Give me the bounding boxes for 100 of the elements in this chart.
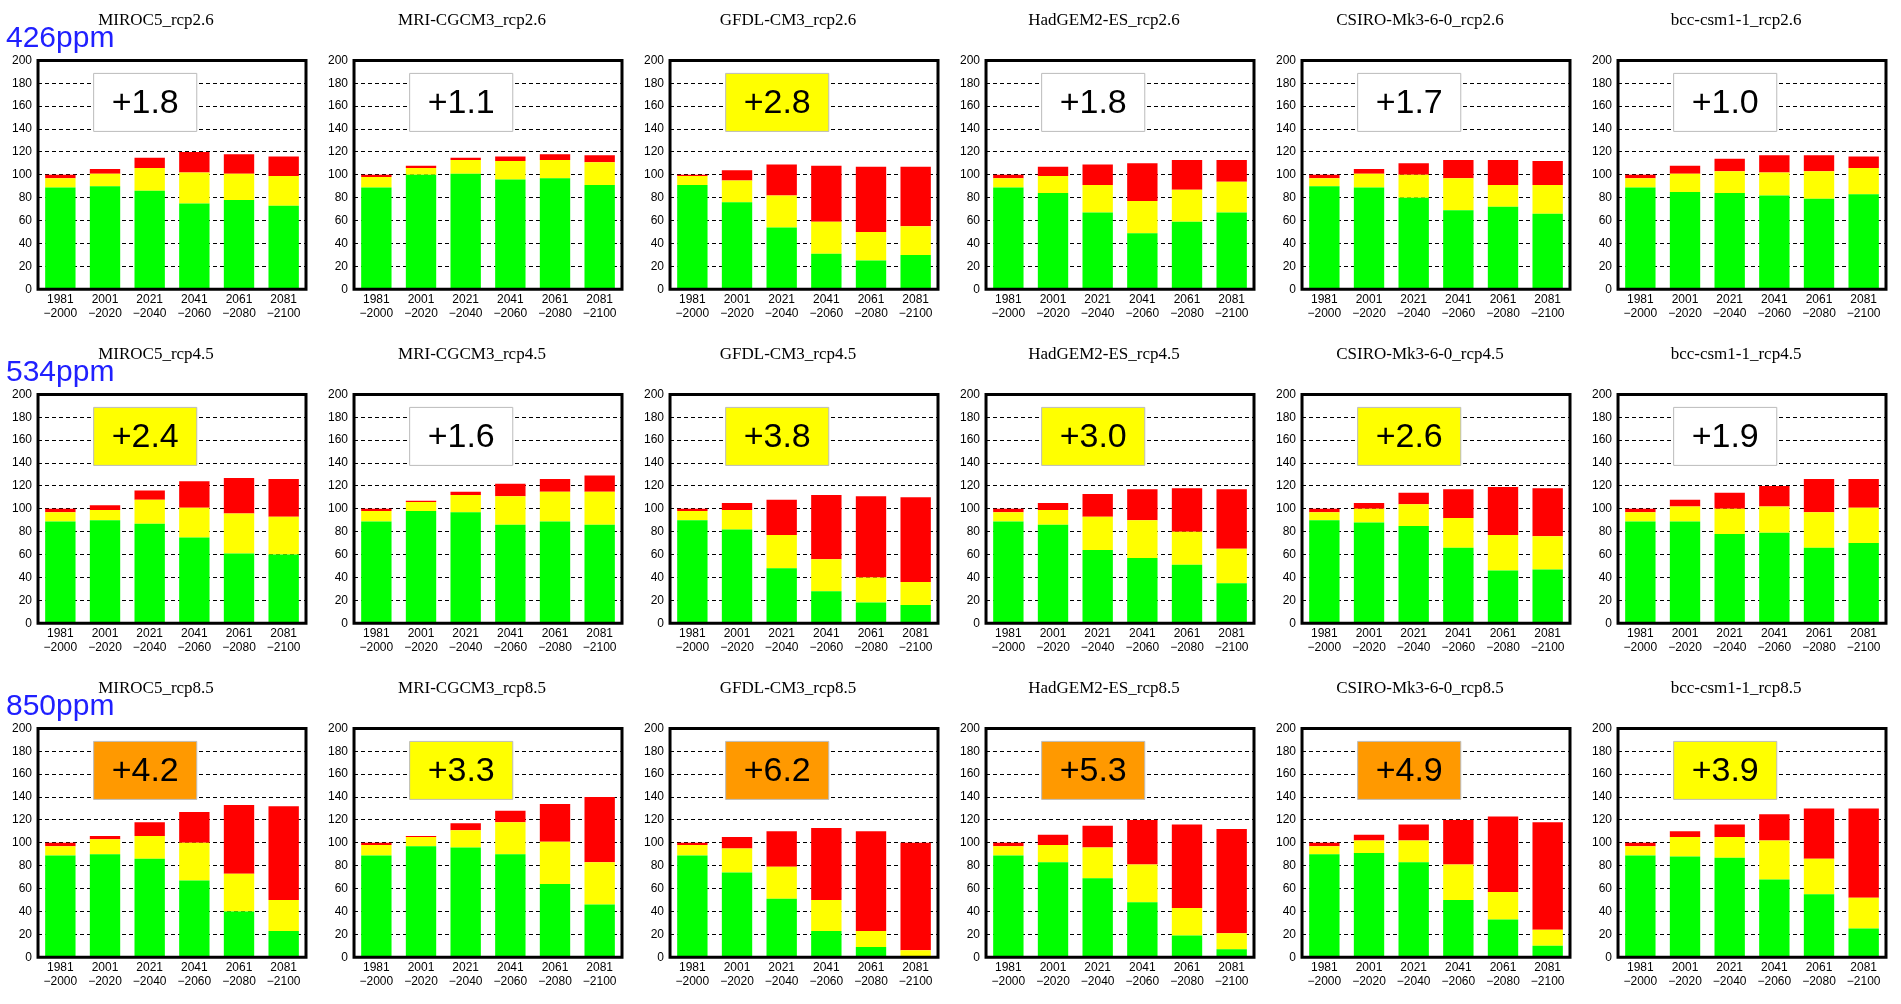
- bar: [539, 159, 571, 179]
- bar: [1803, 171, 1835, 199]
- x-tick-label: 2001 −2020: [1352, 625, 1387, 655]
- x-tick-label: 2041 −2060: [1441, 291, 1476, 321]
- y-tick-label: 20: [18, 926, 33, 941]
- y-tick-label: 60: [334, 546, 349, 561]
- y-tick-label: 100: [1591, 167, 1613, 182]
- x-tick-label: 2001 −2020: [1036, 625, 1071, 655]
- bar: [993, 521, 1024, 623]
- y-tick-label: 140: [959, 121, 981, 136]
- bar: [45, 187, 76, 289]
- y-tick-label: 100: [11, 835, 33, 850]
- x-tick-label: 2021 −2040: [1080, 291, 1115, 321]
- bar: [45, 178, 76, 188]
- y-tick-label: 40: [334, 569, 349, 584]
- bar: [1309, 846, 1340, 855]
- y-tick-label: 160: [11, 98, 33, 113]
- bar: [1216, 159, 1247, 182]
- y-tick-label: 120: [643, 812, 665, 827]
- y-tick-label: 140: [959, 455, 981, 470]
- bar: [1487, 919, 1519, 957]
- x-tick-label: 2061 −2080: [222, 625, 257, 655]
- bar: [1443, 489, 1474, 518]
- y-tick-label: 140: [1591, 455, 1613, 470]
- x-tick-label: 2041 −2060: [493, 291, 528, 321]
- bar: [766, 866, 797, 899]
- y-tick-label: 0: [341, 949, 349, 964]
- x-tick-label: 2041 −2060: [1757, 625, 1792, 655]
- bar: [766, 568, 797, 623]
- y-tick-label: 0: [1605, 281, 1613, 296]
- bar: [1082, 516, 1113, 550]
- bar: [1171, 564, 1203, 623]
- y-tick-label: 20: [650, 926, 665, 941]
- x-tick-label: 2041 −2060: [1757, 291, 1792, 321]
- y-tick-label: 100: [327, 501, 349, 516]
- bar: [1532, 569, 1563, 623]
- x-tick-label: 2081 −2100: [1214, 625, 1249, 655]
- bar: [1669, 837, 1701, 857]
- y-tick-label: 100: [327, 835, 349, 850]
- y-tick-label: 0: [25, 615, 33, 630]
- y-tick-label: 60: [18, 546, 33, 561]
- y-tick-label: 20: [650, 592, 665, 607]
- annotation: +1.8: [1059, 81, 1127, 120]
- y-tick-label: 40: [1598, 235, 1613, 250]
- chart-title: MIROC5_rcp2.6: [98, 9, 214, 29]
- y-tick-label: 200: [959, 52, 981, 67]
- bar: [1714, 158, 1745, 172]
- bar: [677, 185, 708, 289]
- y-tick-label: 200: [959, 720, 981, 735]
- annotation: +5.3: [1059, 749, 1127, 788]
- x-tick-label: 1981 −2000: [359, 959, 394, 989]
- bar: [1759, 814, 1790, 841]
- bar: [855, 946, 887, 957]
- x-tick-label: 2001 −2020: [88, 625, 123, 655]
- bar: [1353, 853, 1385, 957]
- annotation: +3.8: [743, 415, 811, 454]
- x-tick-label: 2021 −2040: [448, 959, 483, 989]
- chart-title: GFDL-CM3_rcp4.5: [719, 343, 857, 363]
- bar: [495, 822, 526, 855]
- y-tick-label: 40: [1598, 569, 1613, 584]
- y-tick-label: 100: [1275, 167, 1297, 182]
- bar: [223, 911, 255, 957]
- bar: [677, 845, 708, 856]
- bar: [1127, 201, 1158, 234]
- x-tick-label: 1981 −2000: [991, 959, 1026, 989]
- chart-title: CSIRO-Mk3-6-0_rcp8.5: [1336, 677, 1504, 697]
- bar: [45, 512, 76, 522]
- bar: [89, 169, 121, 174]
- y-tick-label: 60: [1598, 880, 1613, 895]
- chart-title: MRI-CGCM3_rcp4.5: [398, 343, 546, 363]
- y-tick-label: 120: [1275, 478, 1297, 493]
- bar: [1353, 522, 1385, 623]
- x-tick-label: 2081 −2100: [1846, 291, 1881, 321]
- bar: [1487, 487, 1519, 536]
- bar: [1803, 198, 1835, 289]
- y-tick-label: 160: [1591, 432, 1613, 447]
- y-tick-label: 0: [973, 281, 981, 296]
- y-tick-label: 200: [327, 720, 349, 735]
- x-tick-label: 2061 −2080: [854, 291, 889, 321]
- x-tick-label: 2061 −2080: [1802, 959, 1837, 989]
- bar: [1037, 509, 1069, 525]
- y-tick-label: 200: [1275, 386, 1297, 401]
- y-tick-label: 20: [1282, 258, 1297, 273]
- x-tick-label: 1981 −2000: [991, 291, 1026, 321]
- bar: [584, 162, 615, 186]
- bar: [1398, 163, 1429, 175]
- y-tick-label: 0: [341, 615, 349, 630]
- y-tick-label: 160: [959, 432, 981, 447]
- bar: [993, 846, 1024, 856]
- y-tick-label: 0: [657, 615, 665, 630]
- bar: [223, 873, 255, 912]
- y-tick-label: 180: [643, 75, 665, 90]
- y-tick-label: 140: [11, 121, 33, 136]
- x-tick-label: 2021 −2040: [1396, 625, 1431, 655]
- y-tick-label: 0: [1605, 615, 1613, 630]
- bar: [811, 253, 842, 289]
- annotation: +1.1: [427, 81, 495, 120]
- x-tick-label: 2081 −2100: [1214, 291, 1249, 321]
- y-tick-label: 180: [1275, 743, 1297, 758]
- bar: [179, 151, 210, 173]
